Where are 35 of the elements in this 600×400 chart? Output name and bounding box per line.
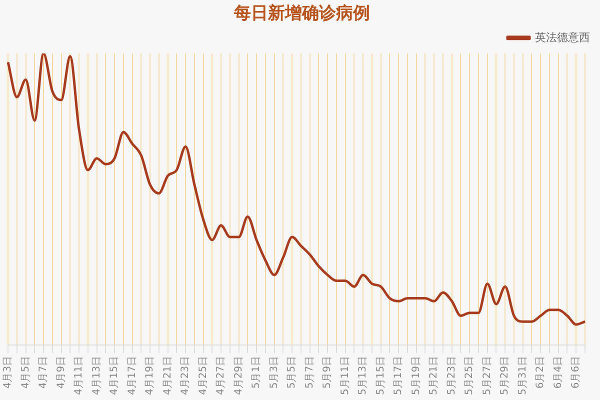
x-tick-label: 4月5日 xyxy=(20,356,32,389)
x-tick-label: 5月29日 xyxy=(500,356,511,396)
legend-label: 英法德意西 xyxy=(535,30,590,44)
x-tick-label: 5月27日 xyxy=(482,356,493,396)
x-tick-label: 4月29日 xyxy=(233,356,244,396)
x-tick-label: 4月21日 xyxy=(162,356,174,396)
x-tick-label: 5月5日 xyxy=(286,356,298,389)
x-tick-label: 6月2日 xyxy=(535,356,546,389)
x-tick-label: 4月7日 xyxy=(38,356,50,389)
x-tick-label: 4月19日 xyxy=(144,356,156,396)
x-tick-label: 5月13日 xyxy=(358,356,369,396)
x-tick-label: 5月17日 xyxy=(393,356,404,396)
x-tick-label: 6月4日 xyxy=(552,356,564,389)
x-tick-label: 4月17日 xyxy=(126,356,138,396)
x-tick-label: 5月9日 xyxy=(322,356,334,389)
x-tick-label: 6月6日 xyxy=(570,356,582,389)
x-tick-label: 5月15日 xyxy=(375,356,386,396)
x-tick-label: 5月3日 xyxy=(268,356,280,389)
x-tick-label: 5月11日 xyxy=(340,356,351,396)
x-tick-label: 5月19日 xyxy=(410,356,422,396)
x-tick-label: 4月13日 xyxy=(91,356,102,396)
x-tick-label: 5月1日 xyxy=(251,356,262,389)
x-tick-label: 5月23日 xyxy=(446,356,458,396)
x-tick-label: 4月25日 xyxy=(198,356,209,396)
x-tick-label: 5月31日 xyxy=(517,356,528,396)
x-tick-label: 4月3日 xyxy=(2,356,14,389)
x-tick-label: 5月21日 xyxy=(428,356,440,396)
x-tick-label: 5月25日 xyxy=(464,356,476,396)
chart-title: 每日新增确诊病例 xyxy=(233,4,370,24)
x-tick-label: 4月9日 xyxy=(56,356,67,389)
x-tick-label: 4月23日 xyxy=(180,356,192,396)
x-tick-label: 5月7日 xyxy=(304,356,316,389)
x-tick-label: 4月27日 xyxy=(216,356,227,396)
x-tick-label: 4月15日 xyxy=(109,356,120,396)
x-tick-label: 4月11日 xyxy=(74,356,85,396)
